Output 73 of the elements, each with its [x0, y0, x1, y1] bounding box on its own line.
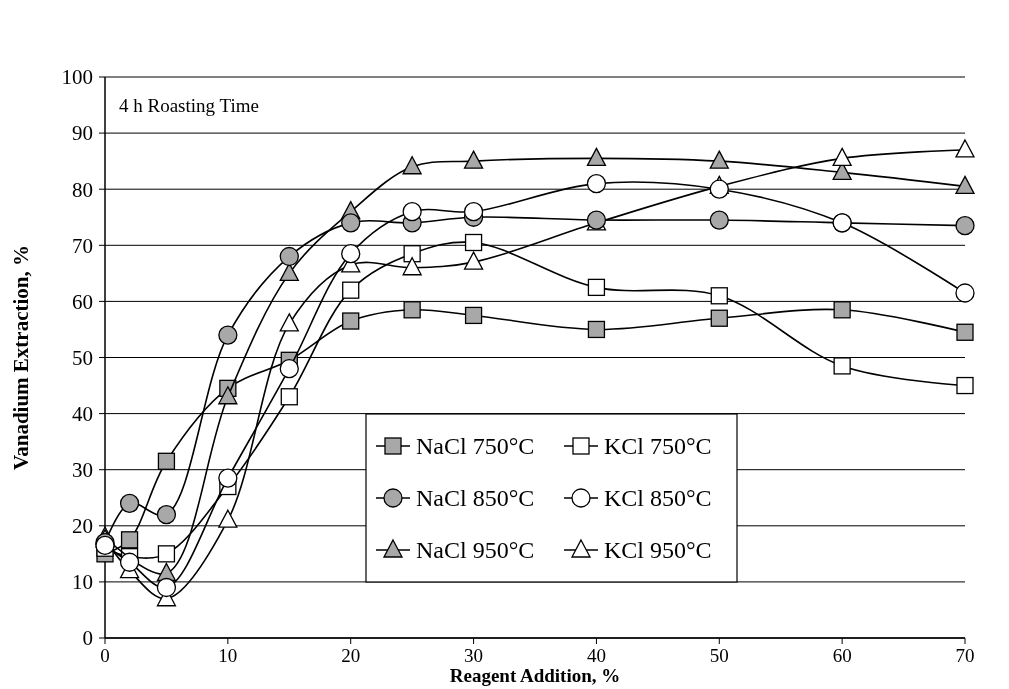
y-tick-label: 80	[72, 177, 93, 202]
point	[156, 577, 177, 598]
point	[402, 156, 422, 175]
point	[586, 173, 607, 194]
legend-label: NaCl 750°C	[416, 433, 535, 460]
x-tick-label: 60	[832, 645, 852, 666]
legend-label: KCl 750°C	[604, 433, 712, 460]
x-tick-label: 10	[218, 645, 238, 666]
x-tick-label: 40	[586, 645, 606, 666]
annotation: 4 h Roasting Time	[119, 95, 259, 116]
point	[341, 244, 361, 264]
point	[402, 201, 422, 222]
legend-label: NaCl 850°C	[416, 485, 535, 512]
point	[833, 301, 851, 319]
point	[156, 504, 177, 525]
point	[279, 246, 299, 267]
legend-label: NaCl 950°C	[416, 537, 535, 564]
point	[956, 376, 974, 395]
point	[157, 452, 176, 470]
y-tick-label: 30	[72, 458, 93, 483]
x-axis-title: Reagent Addition, %	[449, 665, 621, 686]
x-tick-label: 30	[464, 645, 484, 666]
y-axis-title: Vanadium Extraction, %	[9, 244, 33, 471]
y-tick-label: 50	[72, 345, 93, 370]
point	[586, 147, 607, 166]
point	[157, 545, 176, 563]
point	[710, 309, 728, 327]
point	[955, 216, 975, 236]
legend-label: KCl 850°C	[604, 485, 712, 512]
point	[218, 325, 238, 345]
point	[341, 213, 361, 233]
y-tick-label: 20	[72, 514, 93, 539]
x-tick-label: 50	[709, 645, 729, 666]
point	[119, 493, 140, 514]
point	[280, 388, 298, 406]
y-tick-label: 10	[72, 570, 93, 595]
point	[464, 233, 483, 252]
x-tick-label: 20	[341, 645, 361, 666]
point	[587, 320, 606, 339]
point	[709, 210, 729, 230]
point	[832, 147, 852, 166]
point	[463, 150, 484, 169]
y-tick-label: 100	[61, 65, 93, 90]
point	[464, 306, 483, 325]
point	[279, 313, 299, 332]
point	[833, 357, 851, 375]
point	[955, 175, 975, 195]
y-tick-label: 60	[72, 289, 93, 314]
point	[463, 201, 484, 222]
y-tick-label: 40	[72, 401, 93, 426]
point	[587, 278, 606, 297]
point	[218, 509, 238, 528]
point	[709, 150, 729, 169]
point	[403, 245, 421, 263]
point	[463, 251, 484, 270]
point	[956, 323, 974, 341]
point	[342, 312, 360, 330]
x-tick-label: 0	[100, 645, 110, 666]
legend-label: KCl 950°C	[604, 537, 712, 564]
point	[120, 531, 139, 549]
point	[218, 386, 238, 405]
point	[402, 257, 422, 276]
point	[403, 301, 421, 319]
point	[218, 468, 238, 488]
y-tick-label: 70	[72, 233, 93, 258]
point	[710, 287, 728, 305]
point	[709, 179, 729, 199]
y-tick-label: 90	[72, 121, 93, 146]
point	[342, 281, 360, 299]
point	[119, 552, 140, 572]
x-tick-label: 70	[955, 645, 975, 666]
point	[955, 139, 975, 158]
point	[279, 359, 299, 379]
